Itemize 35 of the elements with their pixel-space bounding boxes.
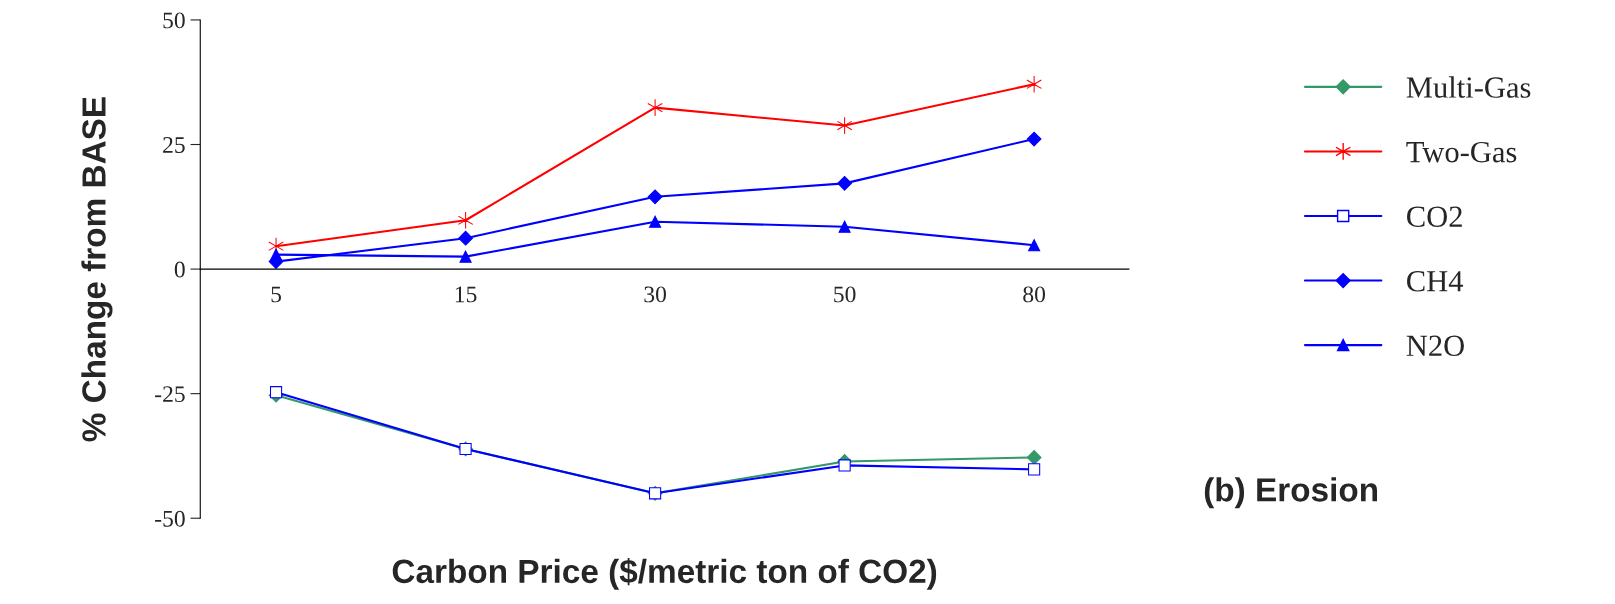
x-tick-label: 30 bbox=[644, 286, 666, 303]
point bbox=[838, 220, 851, 233]
y-tick-label: 25 bbox=[163, 137, 185, 153]
point bbox=[1028, 239, 1041, 252]
point bbox=[836, 116, 853, 135]
x-tick-label: 5 bbox=[271, 286, 282, 303]
legend-label: CH4 bbox=[1407, 271, 1464, 292]
y-tick-label: -25 bbox=[155, 386, 185, 403]
point bbox=[458, 230, 473, 246]
x-tick-label: 15 bbox=[455, 286, 477, 303]
y-tick-label: 0 bbox=[174, 261, 185, 278]
y-axis-title: % Change from BASE bbox=[81, 97, 113, 442]
point bbox=[1026, 131, 1042, 147]
text: (b) Erosion bbox=[1204, 477, 1378, 509]
y-tick-label: -50 bbox=[155, 510, 185, 527]
point bbox=[269, 248, 283, 261]
point bbox=[1026, 75, 1042, 94]
y-tick-label: 50 bbox=[163, 12, 185, 29]
legend-label: Multi-Gas bbox=[1406, 76, 1531, 98]
legend-label: CO2 bbox=[1407, 206, 1462, 227]
point bbox=[269, 386, 283, 399]
point bbox=[459, 250, 472, 263]
legend-label: Two-Gas bbox=[1406, 141, 1517, 163]
x-tick-label: 50 bbox=[834, 286, 856, 303]
point bbox=[1026, 450, 1042, 465]
point bbox=[647, 189, 663, 205]
point bbox=[647, 98, 663, 117]
point bbox=[457, 211, 474, 230]
point bbox=[649, 215, 662, 228]
point bbox=[838, 459, 851, 472]
x-tick-label: 80 bbox=[1023, 286, 1046, 303]
point bbox=[1028, 463, 1041, 476]
point bbox=[837, 175, 853, 191]
legend-label: N2O bbox=[1406, 335, 1464, 357]
x-axis-title: Carbon Price ($/metric ton of CO2) bbox=[392, 558, 937, 590]
